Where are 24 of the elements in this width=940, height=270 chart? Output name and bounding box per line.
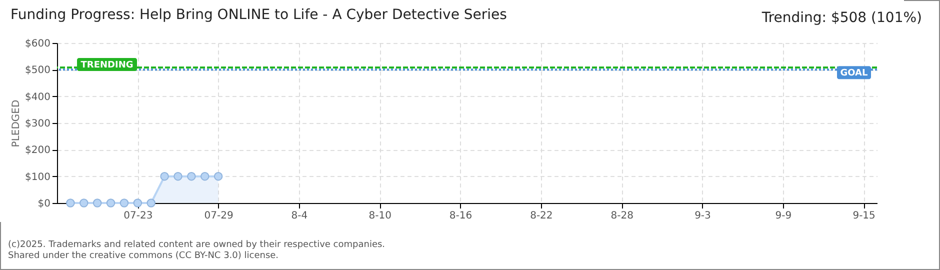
- y-tick-label: $500: [25, 65, 50, 76]
- y-tick-label: $0: [38, 198, 50, 210]
- y-tick-label: $200: [25, 145, 50, 156]
- x-tick-label: 9-9: [775, 210, 792, 222]
- text: Shared under the creative commons (CC BY-NC 3.0) license.: [8, 251, 280, 262]
- text: Trending: $508 (101%): [762, 10, 922, 26]
- x-tick-label: 07-23: [124, 210, 153, 222]
- x-tick-label: 8-28: [610, 210, 634, 222]
- y-axis-title: PLEDGED: [11, 100, 22, 148]
- x-tick-label: 9-15: [852, 210, 876, 222]
- ref-line-label: TRENDING: [80, 60, 134, 71]
- x-tick-label: 8-10: [368, 210, 392, 222]
- y-tick-label: $400: [25, 92, 50, 103]
- text: (c)2025. Trademarks and related content are owned by their respective companies.: [8, 240, 386, 251]
- x-tick-label: 8-4: [291, 210, 308, 222]
- chart-title: Funding Progress: Help Bring ONLINE to Life - A Cyber Detective Series: [10, 7, 507, 23]
- x-tick-label: 07-29: [204, 210, 234, 222]
- y-tick-label: $100: [25, 172, 50, 183]
- ref-line-label: GOAL: [840, 68, 868, 79]
- x-tick-label: 8-22: [530, 210, 553, 222]
- x-tick-label: 9-3: [694, 210, 711, 222]
- y-tick-label: $600: [25, 38, 50, 50]
- x-tick-label: 8-16: [449, 210, 472, 222]
- y-tick-label: $300: [25, 118, 50, 130]
